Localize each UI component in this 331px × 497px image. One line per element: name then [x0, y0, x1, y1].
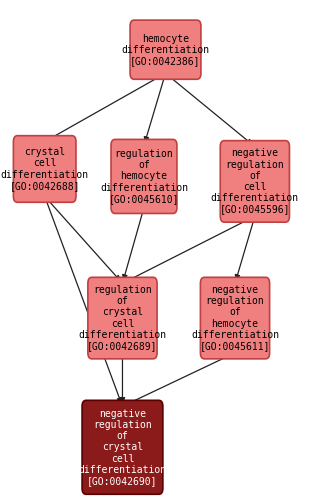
Text: negative
regulation
of
hemocyte
differentiation
[GO:0045611]: negative regulation of hemocyte differen… — [191, 285, 279, 351]
FancyBboxPatch shape — [14, 136, 76, 202]
Text: regulation
of
crystal
cell
differentiation
[GO:0042689]: regulation of crystal cell differentiati… — [78, 285, 166, 351]
FancyBboxPatch shape — [200, 277, 269, 359]
Text: crystal
cell
differentiation
[GO:0042688]: crystal cell differentiation [GO:0042688… — [1, 147, 89, 191]
Text: regulation
of
hemocyte
differentiation
[GO:0045610]: regulation of hemocyte differentiation [… — [100, 149, 188, 204]
FancyBboxPatch shape — [88, 277, 157, 359]
FancyBboxPatch shape — [111, 139, 177, 214]
FancyBboxPatch shape — [220, 141, 289, 222]
Text: hemocyte
differentiation
[GO:0042386]: hemocyte differentiation [GO:0042386] — [121, 33, 210, 66]
FancyBboxPatch shape — [130, 20, 201, 79]
FancyBboxPatch shape — [82, 401, 163, 494]
Text: negative
regulation
of
cell
differentiation
[GO:0045596]: negative regulation of cell differentiat… — [211, 149, 299, 214]
Text: negative
regulation
of
crystal
cell
differentiation
[GO:0042690]: negative regulation of crystal cell diff… — [78, 409, 166, 486]
